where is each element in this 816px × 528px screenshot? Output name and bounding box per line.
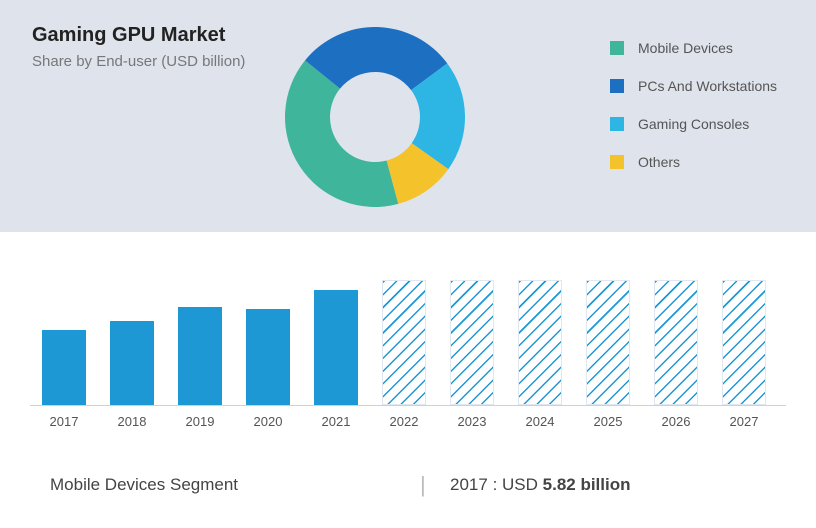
legend-label: Others — [638, 154, 680, 170]
page-subtitle: Share by End-user (USD billion) — [32, 53, 245, 70]
bar-actual — [178, 307, 222, 405]
bar-forecast — [382, 280, 426, 405]
bar-forecast — [586, 280, 630, 405]
legend-swatch — [610, 41, 624, 55]
bar-year-label: 2023 — [450, 414, 494, 429]
bar-forecast — [518, 280, 562, 405]
bar-forecast — [722, 280, 766, 405]
legend-label: Mobile Devices — [638, 40, 733, 56]
bar-actual — [42, 330, 86, 405]
donut-hole — [331, 73, 420, 162]
legend-swatch — [610, 155, 624, 169]
bar-year-label: 2017 — [42, 414, 86, 429]
bar-actual — [314, 290, 358, 405]
bar-year-label: 2024 — [518, 414, 562, 429]
bar-panel: 2017 2018 2019 2020 2021 2022 2023 2024 2025 2026… — [0, 232, 816, 442]
legend-item: Gaming Consoles — [610, 116, 777, 132]
page-title: Gaming GPU Market — [32, 24, 245, 47]
legend: Mobile Devices PCs And Workstations Gaming… — [610, 40, 777, 192]
donut-chart — [270, 12, 480, 222]
footer-amount: 5.82 billion — [543, 475, 631, 494]
footer-year: 2017 — [450, 475, 488, 494]
footer: Mobile Devices Segment | 2017 : USD 5.82… — [0, 442, 816, 528]
bar-year-label: 2021 — [314, 414, 358, 429]
bar-year-label: 2018 — [110, 414, 154, 429]
bar-year-label: 2027 — [722, 414, 766, 429]
bar-forecast — [654, 280, 698, 405]
bar-chart — [30, 256, 786, 406]
legend-label: PCs And Workstations — [638, 78, 777, 94]
bar-year-label: 2020 — [246, 414, 290, 429]
bar-actual — [246, 309, 290, 405]
footer-colon: : — [493, 475, 502, 494]
bar-forecast — [450, 280, 494, 405]
bar-year-label: 2022 — [382, 414, 426, 429]
bar-x-axis: 2017 2018 2019 2020 2021 2022 2023 2024 2025 2026… — [30, 406, 786, 436]
bar-actual — [110, 321, 154, 405]
footer-value: 2017 : USD 5.82 billion — [450, 475, 631, 495]
title-block: Gaming GPU Market Share by End-user (USD… — [32, 24, 245, 70]
top-panel: Gaming GPU Market Share by End-user (USD… — [0, 0, 816, 232]
footer-separator: | — [420, 472, 450, 498]
legend-item: PCs And Workstations — [610, 78, 777, 94]
bar-year-label: 2019 — [178, 414, 222, 429]
legend-label: Gaming Consoles — [638, 116, 749, 132]
bar-year-label: 2025 — [586, 414, 630, 429]
footer-prefix: USD — [502, 475, 543, 494]
footer-segment-label: Mobile Devices Segment — [50, 475, 420, 495]
legend-item: Mobile Devices — [610, 40, 777, 56]
legend-swatch — [610, 117, 624, 131]
bar-year-label: 2026 — [654, 414, 698, 429]
legend-swatch — [610, 79, 624, 93]
legend-item: Others — [610, 154, 777, 170]
